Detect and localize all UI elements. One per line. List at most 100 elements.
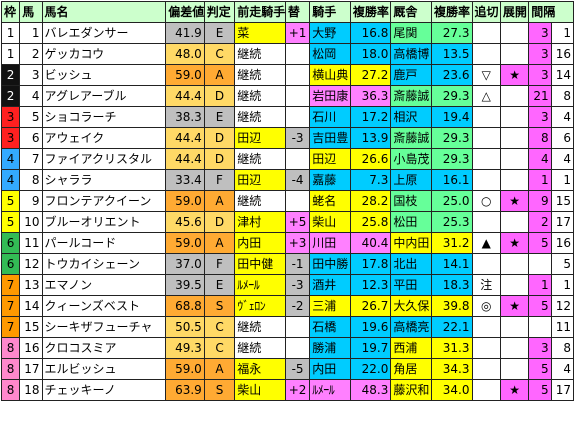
hensa-cell: 38.3: [165, 106, 205, 128]
oikiri-cell: [471, 316, 501, 338]
prev-jockey-cell: ｳﾞｪﾛﾝ: [234, 295, 286, 317]
jockey-cell: 三浦: [309, 295, 351, 317]
tenkai-cell: ★: [499, 64, 530, 86]
kankaku-a: 5: [529, 359, 552, 379]
trainer-cell: 尾関: [390, 22, 432, 44]
trainer-rate-cell: 22.1: [430, 316, 473, 338]
kankaku-a: 1: [529, 170, 552, 190]
horse-name-cell: ショコラーチ: [41, 106, 167, 128]
tenkai-cell: [499, 337, 530, 359]
hensa-cell: 37.0: [165, 253, 205, 275]
horse-name-cell: アウェイク: [41, 127, 167, 149]
tenkai-cell: [499, 85, 530, 107]
col-header-hensa: 偏差値: [165, 1, 205, 23]
col-header-zenso: 前走騎手: [234, 1, 286, 23]
waku-cell: 3: [0, 127, 21, 149]
kankaku-cell: 9 15: [528, 190, 574, 212]
kankaku-a: 9: [529, 191, 552, 211]
change-cell: -5: [284, 358, 311, 380]
horse-name-cell: シーキザフューチャ: [41, 316, 167, 338]
trainer-cell: 西浦: [390, 337, 432, 359]
horse-name-cell: トウカイシェーン: [41, 253, 167, 275]
jockey-rate-cell: 28.2: [349, 190, 392, 212]
jockey-rate-cell: 27.2: [349, 64, 392, 86]
horse-number-cell: 4: [19, 85, 43, 107]
tenkai-cell: [499, 253, 530, 275]
jockey-cell: 石橋: [309, 316, 351, 338]
waku-cell: 1: [0, 43, 21, 65]
kankaku-b: 16: [555, 47, 571, 61]
jockey-rate-cell: 40.4: [349, 232, 392, 254]
tenkai-cell: [499, 169, 530, 191]
col-header-kae: 替: [284, 1, 311, 23]
hensa-cell: 33.4: [165, 169, 205, 191]
header-row: 枠 馬 馬名 偏差値 判定 前走騎手 替 騎手 複勝率 厩舎 複勝率 追切 展開…: [0, 1, 574, 23]
kankaku-b: 6: [563, 131, 571, 145]
hensa-cell: 44.4: [165, 127, 205, 149]
horse-name-cell: ブルーオリエント: [41, 211, 167, 233]
horse-number-cell: 1: [19, 22, 43, 44]
table-row: 8 17 エルビッシュ 59.0 A 福永 -5 内田 22.0 角居 34.3 5 4: [0, 358, 574, 380]
change-cell: +1: [284, 22, 311, 44]
jockey-rate-cell: 7.3: [349, 169, 392, 191]
jockey-rate-cell: 18.0: [349, 43, 392, 65]
horse-name-cell: チェッキーノ: [41, 379, 167, 401]
horse-number-cell: 17: [19, 358, 43, 380]
hantei-cell: A: [203, 232, 236, 254]
tenkai-cell: [499, 43, 530, 65]
waku-cell: 8: [0, 379, 21, 401]
kankaku-cell: 5 12: [528, 295, 574, 317]
prev-jockey-cell: 継続: [234, 316, 286, 338]
change-cell: [284, 148, 311, 170]
trainer-rate-cell: 34.0: [430, 379, 473, 401]
horse-name-cell: バレエダンサー: [41, 22, 167, 44]
entry-table-body: 1 1 バレエダンサー 41.9 E 菜 +1 大野 16.8 尾関 27.3 3 1 1 2 ゲッカコウ 48…: [0, 22, 574, 401]
table-row: 7 15 シーキザフューチャ 50.5 C 継続 石橋 19.6 高橋亮 22.1 11: [0, 316, 574, 338]
kankaku-a: 5: [529, 233, 552, 253]
tenkai-cell: [499, 316, 530, 338]
oikiri-cell: △: [471, 85, 501, 107]
change-cell: [284, 85, 311, 107]
tenkai-cell: [499, 211, 530, 233]
table-row: 1 2 ゲッカコウ 48.0 C 継続 松岡 18.0 高橋博 13.5 3 16: [0, 43, 574, 65]
oikiri-cell: [471, 169, 501, 191]
change-cell: -1: [284, 253, 311, 275]
trainer-rate-cell: 27.3: [430, 22, 473, 44]
tenkai-cell: ★: [499, 295, 530, 317]
jockey-cell: 石川: [309, 106, 351, 128]
trainer-rate-cell: 29.3: [430, 85, 473, 107]
horse-name-cell: シャララ: [41, 169, 167, 191]
col-header-uma: 馬: [19, 1, 43, 23]
tenkai-cell: ★: [499, 190, 530, 212]
hantei-cell: E: [203, 106, 236, 128]
hantei-cell: F: [203, 253, 236, 275]
entry-table: 枠 馬 馬名 偏差値 判定 前走騎手 替 騎手 複勝率 厩舎 複勝率 追切 展開…: [0, 1, 574, 401]
table-row: 7 14 クィーンズベスト 68.8 S ｳﾞｪﾛﾝ -2 三浦 26.7 大久保 39.8 ◎ ★ 5 1…: [0, 295, 574, 317]
jockey-cell: 嘉藤: [309, 169, 351, 191]
horse-number-cell: 8: [19, 169, 43, 191]
horse-number-cell: 10: [19, 211, 43, 233]
waku-cell: 4: [0, 169, 21, 191]
jockey-rate-cell: 22.0: [349, 358, 392, 380]
jockey-cell: 岩田康: [309, 85, 351, 107]
kankaku-cell: 3 16: [528, 43, 574, 65]
kankaku-a: [530, 254, 552, 274]
hantei-cell: D: [203, 85, 236, 107]
prev-jockey-cell: 柴山: [234, 379, 286, 401]
horse-name-cell: ファイアクリスタル: [41, 148, 167, 170]
prev-jockey-cell: 継続: [234, 148, 286, 170]
kankaku-b: 8: [563, 89, 571, 103]
trainer-cell: 松田: [390, 211, 432, 233]
trainer-rate-cell: 14.1: [430, 253, 473, 275]
change-cell: +5: [284, 211, 311, 233]
oikiri-cell: [471, 106, 501, 128]
kankaku-a: 3: [529, 44, 552, 64]
jockey-cell: 吉田豊: [309, 127, 351, 149]
col-header-trainer-rate: 複勝率: [430, 1, 473, 23]
kankaku-a: 8: [529, 128, 552, 148]
tenkai-cell: ★: [499, 232, 530, 254]
